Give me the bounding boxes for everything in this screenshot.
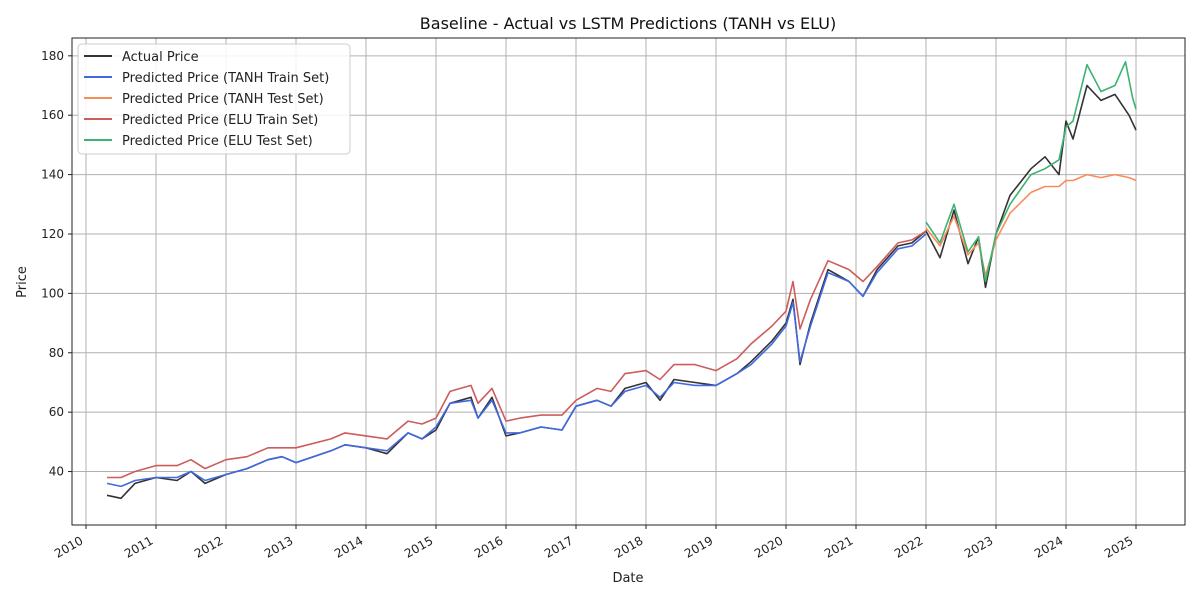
y-tick-label: 60: [49, 405, 64, 419]
series-line-1: [106, 233, 927, 488]
legend-label-0: Actual Price: [122, 50, 199, 65]
y-tick-label: 180: [41, 49, 64, 63]
legend-label-3: Predicted Price (ELU Train Set): [122, 113, 318, 128]
series-layer: [106, 60, 1137, 500]
chart-title: Baseline - Actual vs LSTM Predictions (T…: [420, 14, 836, 33]
legend-items: Actual Price Predicted Price (TANH Train …: [84, 50, 329, 149]
x-axis-label: Date: [612, 571, 643, 586]
legend-label-2: Predicted Price (TANH Test Set): [122, 92, 324, 107]
y-tick-label: 80: [49, 346, 64, 360]
y-tick-label: 100: [41, 286, 64, 300]
y-tick-label: 160: [41, 108, 64, 122]
y-tick-label: 140: [41, 168, 64, 182]
plot-frame: [71, 37, 1186, 526]
legend-label-4: Predicted Price (ELU Test Set): [122, 134, 313, 149]
series-line-2: [925, 173, 1137, 277]
legend: Actual Price Predicted Price (TANH Train …: [77, 43, 351, 155]
y-tick-label: 120: [41, 227, 64, 241]
legend-label-1: Predicted Price (TANH Train Set): [122, 71, 329, 86]
y-tick-label: 40: [49, 465, 64, 479]
legend-box: [77, 43, 351, 155]
y-axis-label: Price: [15, 266, 30, 298]
series-line-4: [925, 60, 1137, 283]
series-line-3: [107, 230, 927, 479]
